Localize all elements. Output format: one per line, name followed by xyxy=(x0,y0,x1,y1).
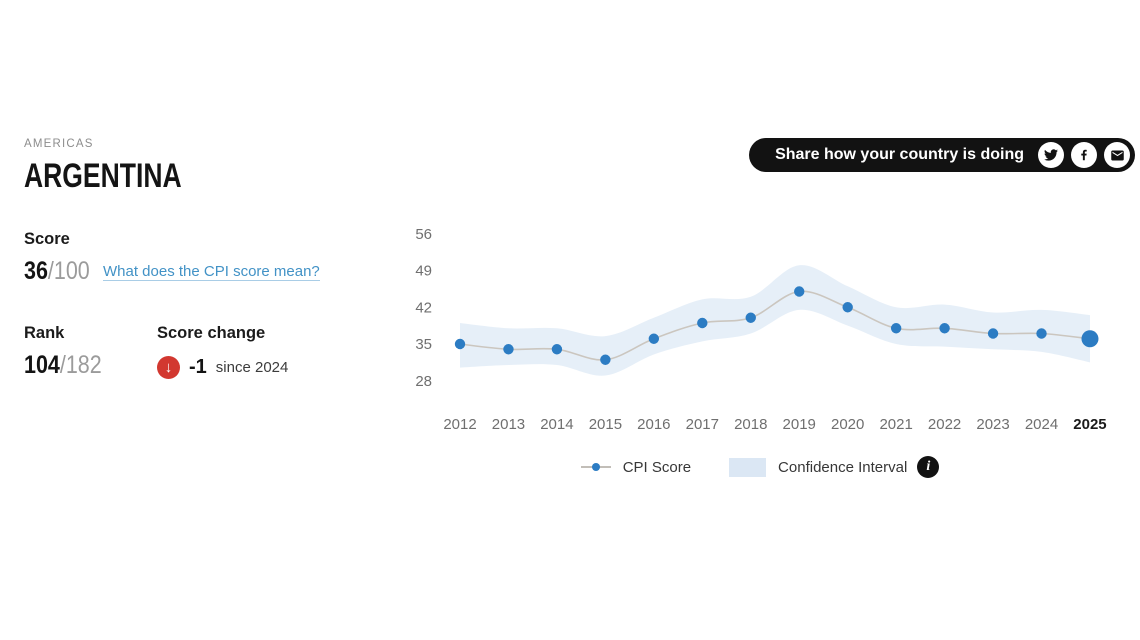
cpi-point[interactable] xyxy=(939,323,950,334)
score-denominator: /100 xyxy=(47,257,90,285)
score-label: Score xyxy=(24,230,70,248)
x-axis-year: 2014 xyxy=(540,416,573,433)
x-axis-year: 2019 xyxy=(783,416,816,433)
score-change-row: ↓ -1 since 2024 xyxy=(157,356,288,379)
cpi-point[interactable] xyxy=(551,344,563,355)
score-change-value: -1 xyxy=(189,356,207,378)
arrow-down-icon: ↓ xyxy=(157,356,180,379)
cpi-point[interactable] xyxy=(648,333,660,344)
rank-denominator: /182 xyxy=(59,351,102,379)
legend-ci-label: Confidence Interval xyxy=(778,458,908,476)
rank-value-row: 104/182 xyxy=(24,351,114,380)
x-axis-year: 2018 xyxy=(734,416,767,433)
y-axis-tick: 35 xyxy=(415,336,432,353)
share-icons xyxy=(1038,142,1130,168)
cpi-chart-svg: 56 49 42 35 28 2012 2013 2014 2015 2016 2017 2018 20… xyxy=(415,226,1106,433)
rank-value: 104 xyxy=(24,351,60,379)
rank-label: Rank xyxy=(24,324,65,342)
cpi-point[interactable] xyxy=(842,302,853,313)
score-value: 36 xyxy=(24,257,48,285)
cpi-point[interactable] xyxy=(890,323,902,334)
x-axis-year: 2021 xyxy=(879,416,912,433)
country-title: ARGENTINA xyxy=(24,157,182,195)
cpi-point[interactable] xyxy=(745,312,756,323)
cpi-point[interactable] xyxy=(600,354,611,365)
x-axis-year: 2013 xyxy=(492,416,525,433)
facebook-icon[interactable] xyxy=(1071,142,1097,168)
x-axis-year: 2017 xyxy=(686,416,719,433)
x-axis-year: 2020 xyxy=(831,416,864,433)
twitter-icon[interactable] xyxy=(1038,142,1064,168)
cpi-explainer-link[interactable]: What does the CPI score mean? xyxy=(103,263,320,281)
cpi-chart: 56 49 42 35 28 2012 2013 2014 2015 2016 2017 2018 20… xyxy=(400,218,1120,453)
cpi-line-marker-icon xyxy=(580,462,611,472)
info-icon[interactable]: i xyxy=(917,456,940,478)
y-axis-tick: 56 xyxy=(415,226,432,243)
cpi-point[interactable] xyxy=(454,338,466,350)
confidence-band xyxy=(460,265,1090,376)
share-pill: Share how your country is doing xyxy=(749,138,1135,172)
y-axis-tick: 49 xyxy=(415,263,432,280)
score-value-row: 36/100 xyxy=(24,257,100,286)
chart-legend: CPI Score Confidence Interval i xyxy=(400,456,1120,478)
x-axis-year: 2025 xyxy=(1073,416,1106,433)
cpi-point[interactable] xyxy=(503,344,514,355)
cpi-point[interactable] xyxy=(987,328,999,339)
y-axis-tick: 28 xyxy=(415,373,432,390)
cpi-point[interactable] xyxy=(697,317,708,329)
legend-confidence-interval: Confidence Interval i xyxy=(729,456,940,478)
cpi-point[interactable] xyxy=(794,286,805,297)
email-icon[interactable] xyxy=(1104,142,1130,168)
y-axis-tick: 42 xyxy=(415,299,432,316)
score-change-since: since 2024 xyxy=(215,359,289,376)
region-label: AMERICAS xyxy=(24,138,94,150)
x-axis-year: 2024 xyxy=(1025,416,1058,433)
x-axis-year: 2012 xyxy=(443,416,476,433)
confidence-swatch-icon xyxy=(729,457,767,477)
legend-cpi-label: CPI Score xyxy=(622,458,692,476)
x-axis-year: 2022 xyxy=(928,416,961,433)
x-axis-year: 2016 xyxy=(637,416,670,433)
legend-cpi-score: CPI Score xyxy=(580,458,692,476)
score-change-label: Score change xyxy=(157,324,266,342)
cpi-point[interactable] xyxy=(1036,328,1047,339)
cpi-point[interactable] xyxy=(1081,330,1099,348)
x-axis-year: 2015 xyxy=(589,416,622,433)
share-label: Share how your country is doing xyxy=(775,146,1024,163)
x-axis-year: 2023 xyxy=(976,416,1009,433)
